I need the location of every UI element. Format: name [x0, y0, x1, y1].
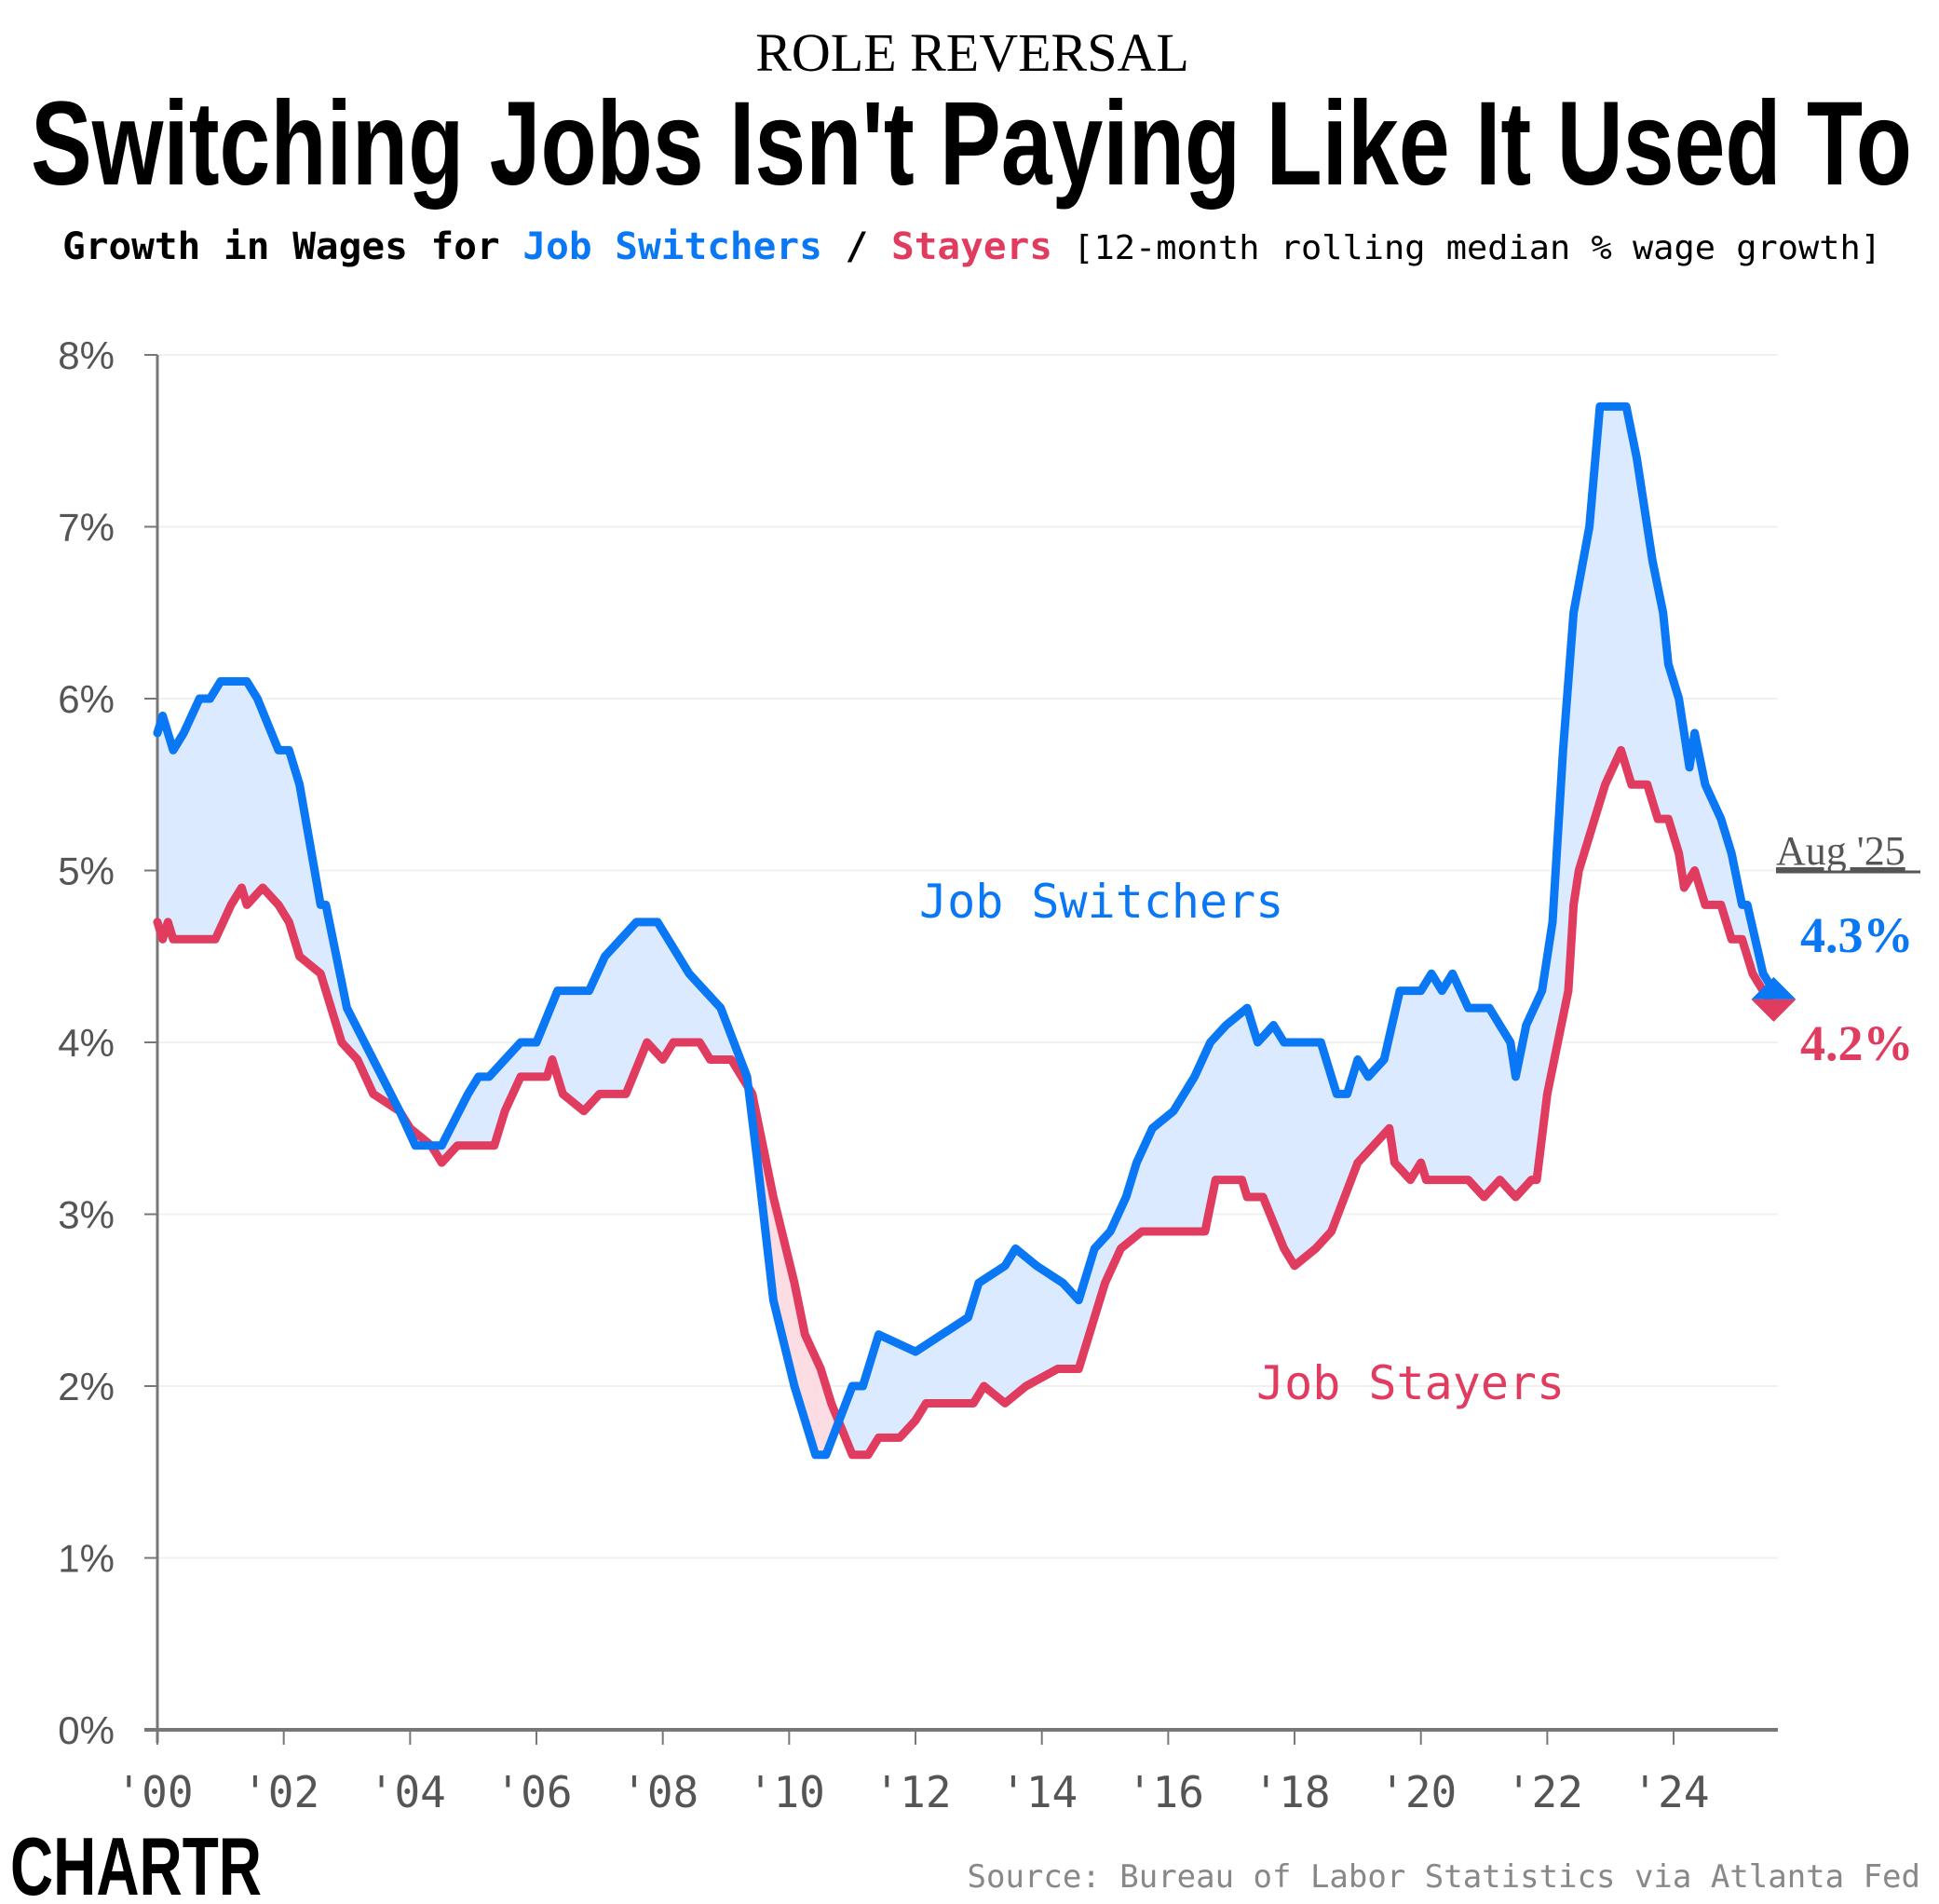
x-tick-label: '20 — [1379, 1767, 1457, 1817]
subtitle-sep: / — [822, 225, 891, 268]
y-tick-label: 6% — [58, 677, 115, 721]
y-tick-label: 5% — [58, 850, 115, 893]
subtitle-note: [12-month rolling median % wage growth] — [1052, 229, 1881, 267]
axes: 0% 1% 2% 3% 4% 5% 6% 7% 8% '00 '02 '04 '06 '08 '10 '12 '… — [58, 333, 1778, 1817]
subtitle-stayers: Stayers — [891, 225, 1052, 268]
x-tick-label: '06 — [495, 1767, 572, 1817]
y-tick-label: 7% — [58, 506, 115, 550]
latest-stayers-value: 4.2% — [1800, 1015, 1914, 1071]
y-tick-label: 2% — [58, 1365, 115, 1408]
subtitle: Growth in Wages for Job Switchers / Stay… — [62, 225, 1881, 268]
switchers-line — [153, 401, 1778, 1460]
latest-marker-stayers — [1751, 999, 1797, 1022]
x-tick-label: '12 — [874, 1767, 951, 1817]
y-tick-label: 1% — [58, 1537, 115, 1581]
y-tick-label: 0% — [58, 1708, 115, 1752]
latest-date: Aug '25 — [1776, 828, 1905, 874]
x-tick-label: '22 — [1506, 1767, 1583, 1817]
gap-fills — [156, 405, 1774, 1457]
latest-switchers-value: 4.3% — [1800, 907, 1914, 963]
gridlines — [157, 354, 1778, 1559]
latest-marker-switchers — [1751, 976, 1797, 1000]
kicker: ROLE REVERSAL — [755, 22, 1189, 83]
chartr-logo: CHARTR — [10, 1820, 262, 1904]
x-tick-label: '04 — [369, 1767, 446, 1817]
latest-marker — [1751, 976, 1797, 1022]
x-tick-label: '24 — [1632, 1767, 1709, 1817]
x-tick-label: '02 — [242, 1767, 319, 1817]
label-switchers: Job Switchers — [919, 875, 1283, 929]
chart-title: Switching Jobs Isn't Paying Like It Used… — [31, 77, 1912, 211]
series-lines — [153, 401, 1778, 1460]
x-tick-label: '08 — [621, 1767, 698, 1817]
x-tick-label: '00 — [115, 1767, 193, 1817]
x-tick-label: '16 — [1127, 1767, 1204, 1817]
y-tick-label: 8% — [58, 333, 115, 377]
y-tick-label: 4% — [58, 1021, 115, 1065]
x-tick-label: '10 — [748, 1767, 825, 1817]
switchers-gap-fill — [156, 405, 1774, 1457]
label-stayers: Job Stayers — [1256, 1356, 1565, 1410]
x-tick-label: '18 — [1253, 1767, 1330, 1817]
source-note: Source: Bureau of Labor Statistics via A… — [968, 1858, 1921, 1896]
subtitle-prefix: Growth in Wages for — [62, 225, 522, 268]
x-tick-label: '14 — [1000, 1767, 1078, 1817]
y-tick-label: 3% — [58, 1193, 115, 1237]
subtitle-switchers: Job Switchers — [522, 225, 821, 268]
